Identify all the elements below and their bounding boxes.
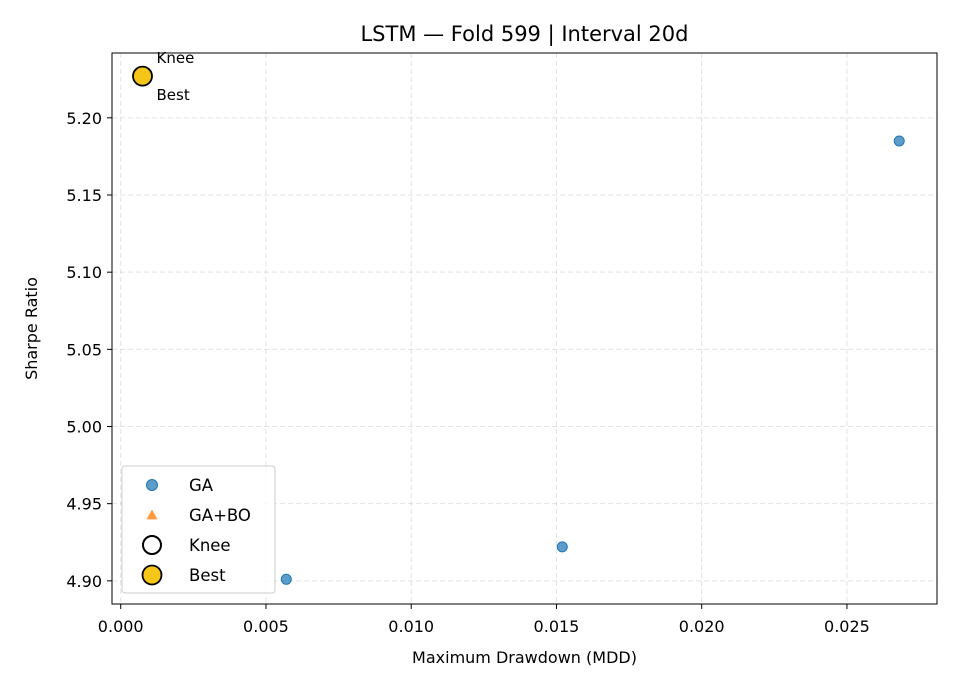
y-axis-title: Sharpe Ratio — [22, 277, 41, 380]
legend-label: Knee — [189, 536, 231, 555]
x-tick-label: 0.015 — [534, 617, 580, 636]
legend-label: Best — [189, 566, 226, 585]
plot-frame — [111, 52, 938, 605]
y-tick-label: 5.05 — [66, 340, 102, 359]
data-point-best — [132, 65, 153, 87]
data-point-ga — [893, 135, 905, 147]
x-tick-label: 0.010 — [388, 617, 434, 636]
y-tick-label: 5.15 — [66, 186, 102, 205]
data-point-ga — [556, 541, 568, 553]
legend-marker-ga-bo — [146, 509, 158, 520]
chart-title: LSTM — Fold 599 | Interval 20d — [360, 22, 688, 47]
y-tick-label: 4.95 — [66, 495, 102, 514]
legend-marker-ga — [146, 479, 158, 491]
y-tick-label: 5.10 — [66, 263, 102, 282]
legend-label: GA+BO — [189, 506, 251, 525]
legend-marker-knee — [142, 535, 162, 555]
legend-box — [121, 465, 276, 594]
legend-label: GA — [189, 476, 214, 495]
x-tick-label: 0.025 — [824, 617, 870, 636]
x-tick-label: 0.020 — [679, 617, 725, 636]
legend-items: GA GA+BO Knee Best — [141, 476, 251, 586]
annotations: Knee Best — [157, 49, 195, 104]
y-axis-ticks: 4.90 4.95 5.00 5.05 5.10 5.15 5.20 — [66, 109, 112, 591]
data-points — [132, 65, 905, 585]
y-tick-label: 5.20 — [66, 109, 102, 128]
x-tick-label: 0.005 — [243, 617, 289, 636]
legend: GA GA+BO Knee Best — [121, 465, 276, 594]
data-point-ga — [280, 573, 292, 585]
x-axis-title: Maximum Drawdown (MDD) — [412, 648, 637, 667]
x-axis-ticks: 0.000 0.005 0.010 0.015 0.020 0.025 — [98, 604, 870, 636]
x-tick-label: 0.000 — [98, 617, 144, 636]
legend-marker-best — [141, 564, 163, 586]
annotation-knee: Knee — [157, 49, 195, 67]
y-tick-label: 4.90 — [66, 572, 102, 591]
y-tick-label: 5.00 — [66, 418, 102, 437]
annotation-best: Best — [157, 86, 190, 104]
